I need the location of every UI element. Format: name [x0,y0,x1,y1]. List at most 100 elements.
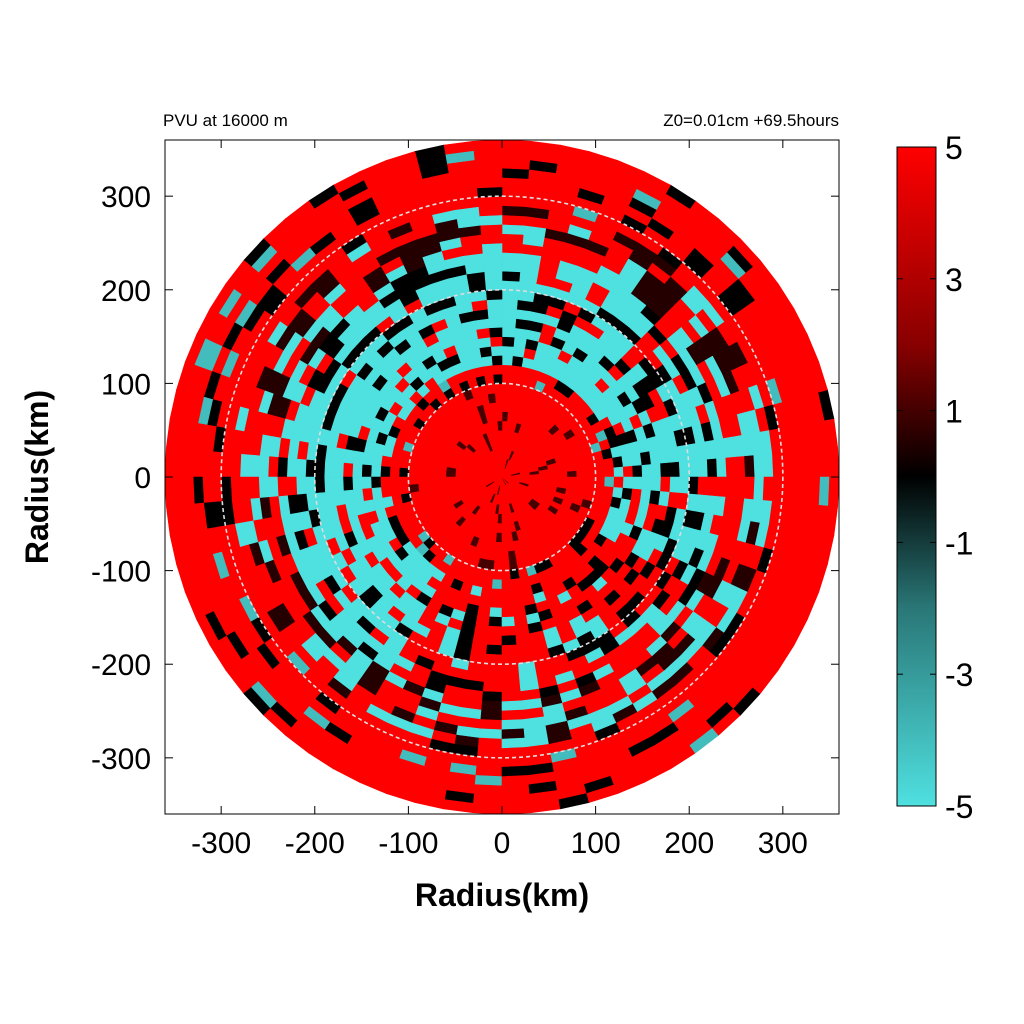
field-cell [501,681,522,693]
field-cell [417,476,428,485]
x-tick-label: 0 [494,827,511,860]
field-cell [501,569,512,581]
field-cell [492,569,503,581]
field-cell [501,616,516,628]
field-cell [688,459,699,478]
field-cell [566,482,577,491]
field-cell [480,233,503,245]
field-cell [501,597,514,609]
field-cell [494,551,503,562]
field-cell [486,298,503,310]
field-cell [379,476,391,488]
field-cell [408,476,419,486]
field-cell [490,345,503,357]
field-cell [478,596,492,608]
field-cell [632,464,643,478]
y-tick-label: -200 [91,649,151,682]
field-cell [603,485,615,497]
field-cell [501,579,513,590]
field-cell [772,452,784,478]
reference-circle [313,288,691,666]
field-cell [790,450,802,478]
field-cell [501,429,507,441]
field-cell [613,476,625,488]
field-cell [744,454,756,478]
field-cell [594,467,606,478]
field-cell [174,448,186,478]
field-cell [612,455,624,468]
field-cell [501,214,526,226]
colorbar-label: 3 [945,262,963,298]
field-cell [480,587,493,599]
field-cell [239,453,251,478]
field-cell [501,242,523,254]
pvu-field [165,140,839,814]
field-cell [501,625,517,637]
field-cell [333,461,344,478]
field-cell [495,532,503,543]
field-cell [501,373,512,385]
field-cell [650,476,662,492]
field-cell [370,476,382,489]
field-cell [498,504,503,515]
field-cell [478,346,492,358]
field-cell [725,476,737,498]
field-cell [361,464,372,478]
field-cell [333,476,344,493]
field-cell [258,455,270,478]
field-cell [501,326,516,338]
field-cell [669,476,681,493]
field-cell [501,560,511,571]
x-tick-label: 100 [571,827,621,860]
field-cell [678,460,690,478]
field-cell [202,450,214,478]
field-cell [202,476,214,504]
colorbar-label: -1 [945,525,973,561]
y-tick-label: 100 [101,368,151,401]
field-cell [753,476,765,501]
field-cell [351,476,363,491]
field-cell [484,663,503,674]
field-cell [398,467,410,478]
field-cell [501,205,527,217]
field-cell [501,793,531,805]
field-cell [474,167,503,179]
field-cell [276,476,288,497]
field-cell [482,261,503,273]
field-cell [183,448,195,478]
field-cell [491,354,503,366]
field-cell [483,672,503,684]
field-cell [613,466,625,478]
field-cell [501,747,527,759]
field-cell [481,700,503,712]
y-tick-label: -100 [91,556,151,589]
field-cell [482,251,503,263]
field-cell [818,448,830,478]
field-cell [622,465,634,478]
field-cell [501,775,530,787]
field-cell [575,483,587,492]
field-cell [507,402,516,413]
field-cell [487,625,503,637]
colorbar-labels: 5 3 1 -1 -3 -5 [945,130,973,825]
field-cell [464,473,475,478]
field-cell [529,476,540,481]
field-cell [501,709,524,721]
field-cell [480,709,503,721]
field-cell [501,195,527,207]
field-cell [650,462,662,478]
field-cell [576,476,587,485]
field-cell [548,476,559,483]
field-cell [762,476,774,502]
field-cell [477,747,503,759]
colorbar-label: 1 [945,394,963,430]
field-cell [267,476,279,498]
y-axis-label: Radius(km) [19,390,55,564]
field-cell [501,140,532,151]
field-cell [490,597,503,609]
field-cell [508,392,517,404]
field-cell [501,280,520,291]
field-cell [697,458,709,478]
field-cell [493,383,503,394]
